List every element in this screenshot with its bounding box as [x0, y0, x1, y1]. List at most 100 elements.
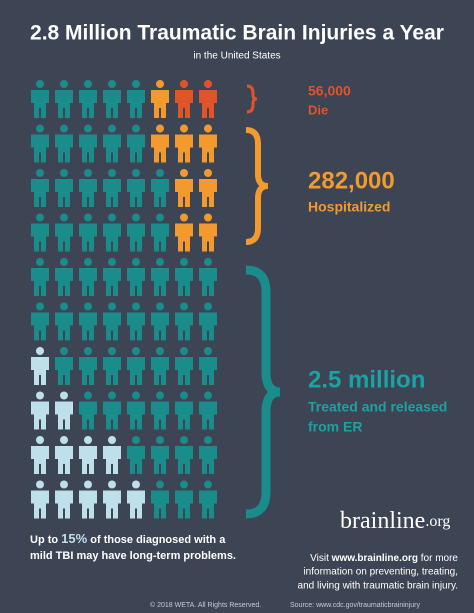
- person-icon: [55, 213, 73, 252]
- person-icon: [151, 480, 169, 519]
- person-icon: [103, 480, 121, 519]
- person-icon: [79, 213, 97, 252]
- person-icon: [103, 391, 121, 430]
- person-icon: [199, 480, 217, 519]
- person-icon: [151, 391, 169, 430]
- person-icon: [79, 124, 97, 163]
- person-icon: [175, 436, 193, 474]
- person-icon: [31, 258, 49, 296]
- person-icon: [175, 347, 193, 385]
- visit: Visit www.brainline.org for more: [310, 553, 458, 564]
- person-icon: [127, 169, 145, 207]
- person-icon: [127, 480, 145, 519]
- title: 2.8 Million Traumatic Brain Injuries a Y…: [30, 22, 444, 45]
- note: mild TBI may have long-term problems.: [30, 550, 236, 562]
- brace: [246, 84, 258, 114]
- logo-main: brainline: [340, 508, 425, 534]
- group-number: 282,000: [308, 167, 395, 194]
- person-icon: [31, 169, 49, 207]
- person-icon: [175, 169, 193, 207]
- person-icon: [175, 124, 193, 163]
- person-icon: [199, 258, 217, 296]
- group-label: from ER: [308, 419, 362, 435]
- person-icon: [31, 347, 49, 385]
- person-icon: [127, 258, 145, 296]
- person-icon: [55, 480, 73, 519]
- note: Up to 15% of those diagnosed with a: [30, 531, 226, 546]
- subtitle: in the United States: [193, 51, 280, 62]
- person-icon: [103, 302, 121, 341]
- person-icon: [199, 391, 217, 430]
- person-icon: [127, 302, 145, 341]
- person-icon: [103, 347, 121, 385]
- visit: information on preventing, treating,: [303, 567, 458, 578]
- group-label: Hospitalized: [308, 199, 390, 215]
- person-icon: [127, 391, 145, 430]
- group-label: Die: [308, 102, 328, 117]
- person-icon: [31, 391, 49, 430]
- logo: brainline.org: [340, 508, 450, 534]
- person-icon: [127, 347, 145, 385]
- person-icon: [103, 213, 121, 252]
- person-icon: [199, 213, 217, 252]
- person-icon: [151, 213, 169, 252]
- person-icon: [199, 80, 217, 118]
- person-icon: [79, 347, 97, 385]
- person-icon: [55, 169, 73, 207]
- person-icon: [151, 169, 169, 207]
- visit-link: www.brainline.org: [331, 553, 418, 564]
- person-icon: [79, 80, 97, 118]
- logo-suffix: .org: [425, 513, 450, 530]
- person-icon: [175, 480, 193, 519]
- person-icon: [151, 302, 169, 341]
- visit: and living with traumatic brain injury.: [298, 581, 458, 592]
- person-icon: [31, 80, 49, 118]
- person-icon: [151, 80, 169, 118]
- person-icon: [151, 258, 169, 296]
- person-icon: [199, 302, 217, 341]
- person-icon: [127, 213, 145, 252]
- person-icon: [103, 124, 121, 163]
- person-icon: [103, 169, 121, 207]
- person-icon: [55, 80, 73, 118]
- person-icon: [103, 258, 121, 296]
- person-icon: [55, 302, 73, 341]
- person-icon: [151, 124, 169, 163]
- copyright: © 2018 WETA. All Rights Reserved.: [150, 601, 261, 609]
- note-text: of those diagnosed with a: [87, 534, 226, 546]
- person-icon: [79, 258, 97, 296]
- visit-text: Visit: [310, 553, 332, 564]
- person-icon: [79, 302, 97, 341]
- person-icon: [175, 258, 193, 296]
- person-icon: [79, 480, 97, 519]
- brace: [245, 127, 269, 245]
- note-text: Up to: [30, 534, 61, 546]
- person-icon: [127, 124, 145, 163]
- person-icon: [127, 436, 145, 474]
- person-icon: [31, 480, 49, 519]
- person-icon: [31, 302, 49, 341]
- person-icon: [55, 436, 73, 474]
- person-icon: [151, 347, 169, 385]
- person-icon: [175, 391, 193, 430]
- group-number: 56,000: [308, 83, 351, 99]
- person-icon: [175, 302, 193, 341]
- brace: [245, 265, 281, 519]
- group-label: Treated and released: [308, 399, 447, 415]
- person-icon: [31, 124, 49, 163]
- source: Source: www.cdc.gov/traumaticbraininjury: [290, 602, 420, 609]
- person-icon: [31, 213, 49, 252]
- person-icon: [199, 347, 217, 385]
- group-number: 2.5 million: [308, 366, 425, 393]
- pictogram: [31, 80, 217, 519]
- note-highlight: 15%: [61, 531, 87, 546]
- visit-text: for more: [418, 553, 458, 564]
- person-icon: [55, 258, 73, 296]
- person-icon: [55, 124, 73, 163]
- person-icon: [175, 213, 193, 252]
- person-icon: [79, 436, 97, 474]
- person-icon: [151, 436, 169, 474]
- person-icon: [55, 347, 73, 385]
- person-icon: [199, 436, 217, 474]
